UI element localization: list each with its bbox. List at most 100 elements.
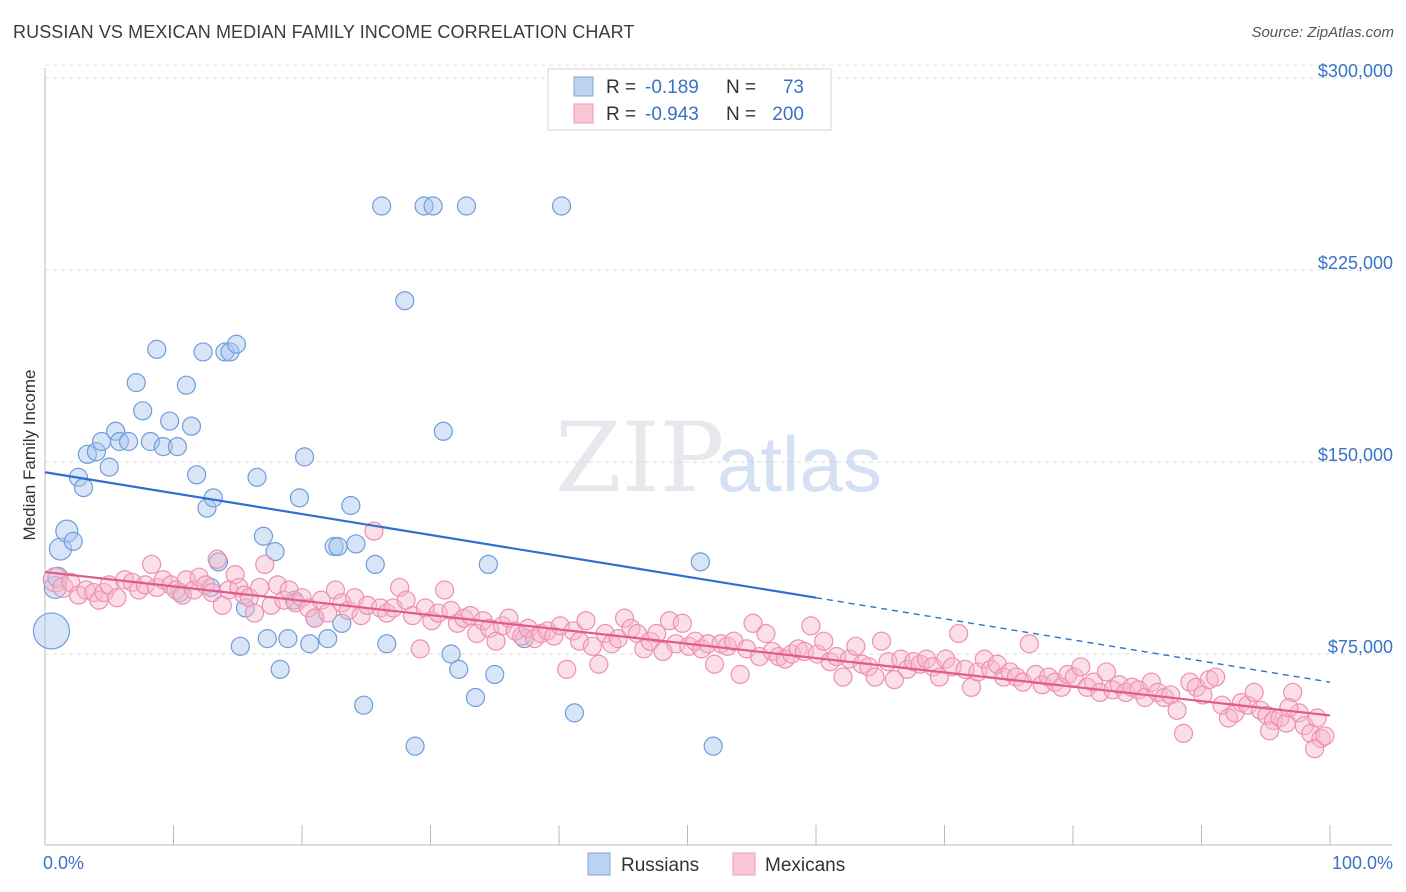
bottom-legend: Russians Mexicans (587, 852, 845, 876)
point-mexicans (974, 649, 994, 669)
point-mexicans (1283, 682, 1303, 703)
point-mexicans (614, 608, 635, 628)
point-mexicans (672, 613, 692, 633)
point-russians (395, 291, 415, 311)
point-mexicans (1141, 672, 1161, 692)
point-russians (160, 411, 180, 431)
series-russians (32, 196, 723, 756)
point-mexicans (1173, 723, 1194, 743)
axes (44, 68, 1392, 846)
point-mexicans (285, 593, 306, 613)
point-mexicans (756, 623, 776, 644)
point-mexicans (704, 654, 725, 674)
point-mexicans (1206, 667, 1226, 687)
point-russians (423, 196, 443, 216)
point-mexicans (730, 664, 750, 685)
point-mexicans (576, 611, 596, 631)
point-mexicans (332, 593, 352, 613)
grid (45, 64, 1392, 655)
point-russians (257, 629, 277, 649)
point-mexicans (107, 588, 127, 608)
point-russians (133, 401, 153, 421)
point-russians (230, 636, 250, 656)
point-russians (270, 659, 290, 679)
point-russians (441, 644, 461, 664)
point-mexicans (1000, 662, 1020, 682)
point-russians (193, 342, 213, 362)
point-russians (73, 478, 94, 498)
y-axis-label: Median Family Income (20, 369, 39, 540)
point-russians (365, 554, 385, 575)
point-mexicans (244, 603, 265, 623)
point-mexicans (833, 667, 853, 687)
point-russians (456, 196, 477, 216)
point-russians (126, 373, 146, 393)
point-mexicans (1083, 672, 1104, 692)
point-russians (167, 437, 187, 457)
point-mexicans (936, 649, 956, 669)
stats-n-label: N = (726, 77, 756, 98)
point-russians (187, 465, 207, 485)
point-mexicans (1251, 700, 1271, 720)
point-russians (86, 442, 107, 462)
point-russians (465, 687, 486, 708)
point-russians (278, 629, 298, 649)
point-russians (372, 196, 392, 216)
legend-label-russians: Russians (621, 855, 699, 876)
point-mexicans (1071, 657, 1091, 677)
point-mexicans (865, 667, 885, 687)
stats-r-label: R = (606, 77, 636, 98)
point-russians (478, 554, 498, 575)
point-mexicans (1315, 726, 1335, 746)
point-mexicans (147, 577, 167, 598)
point-mexicans (249, 577, 270, 598)
point-mexicans (1218, 708, 1239, 728)
point-mexicans (1279, 698, 1299, 718)
watermark-zip: ZIP (555, 402, 724, 514)
point-mexicans (1307, 708, 1327, 728)
point-russians (289, 488, 310, 508)
point-russians (247, 467, 267, 487)
point-russians (405, 736, 425, 756)
point-russians (551, 196, 572, 216)
point-russians (99, 457, 119, 477)
point-mexicans (142, 554, 162, 575)
point-russians (48, 537, 73, 561)
trend-line-russians (44, 471, 817, 599)
x-tick-labels: 0.0% 100.0% (43, 853, 1393, 873)
point-russians (300, 634, 320, 654)
point-mexicans (377, 603, 397, 623)
point-mexicans (1260, 721, 1280, 741)
point-russians (140, 431, 160, 452)
point-russians (32, 612, 71, 650)
source-label: Source: ZipAtlas.com (1251, 24, 1394, 41)
point-russians (55, 519, 79, 543)
point-mexicans (189, 567, 209, 587)
stats-n-value: 200 (772, 104, 804, 125)
trend-lines (44, 471, 1331, 717)
point-russians (346, 534, 366, 554)
point-mexicans (1038, 667, 1059, 687)
stats-swatch-russians (573, 76, 594, 97)
point-mexicans (1304, 739, 1325, 759)
point-russians (341, 495, 361, 516)
point-mexicans (916, 649, 937, 669)
point-russians (328, 536, 348, 557)
point-mexicans (207, 549, 227, 569)
legend-swatch-russians (587, 852, 611, 876)
point-mexicans (871, 631, 892, 651)
point-mexicans (305, 608, 325, 628)
y-tick-label: $225,000 (1318, 253, 1393, 273)
legend-label-mexicans: Mexicans (765, 855, 845, 876)
point-russians (147, 339, 167, 359)
stats-r-value: -0.189 (645, 77, 699, 98)
y-tick-label: $150,000 (1318, 445, 1393, 465)
point-russians (176, 375, 196, 395)
point-mexicans (544, 626, 564, 646)
point-russians (118, 431, 139, 452)
point-mexicans (1180, 672, 1200, 692)
point-mexicans (239, 588, 259, 608)
x-tick-label: 0.0% (43, 853, 84, 873)
trend-line-russians-extension (815, 596, 1331, 683)
point-mexicans (814, 631, 834, 651)
